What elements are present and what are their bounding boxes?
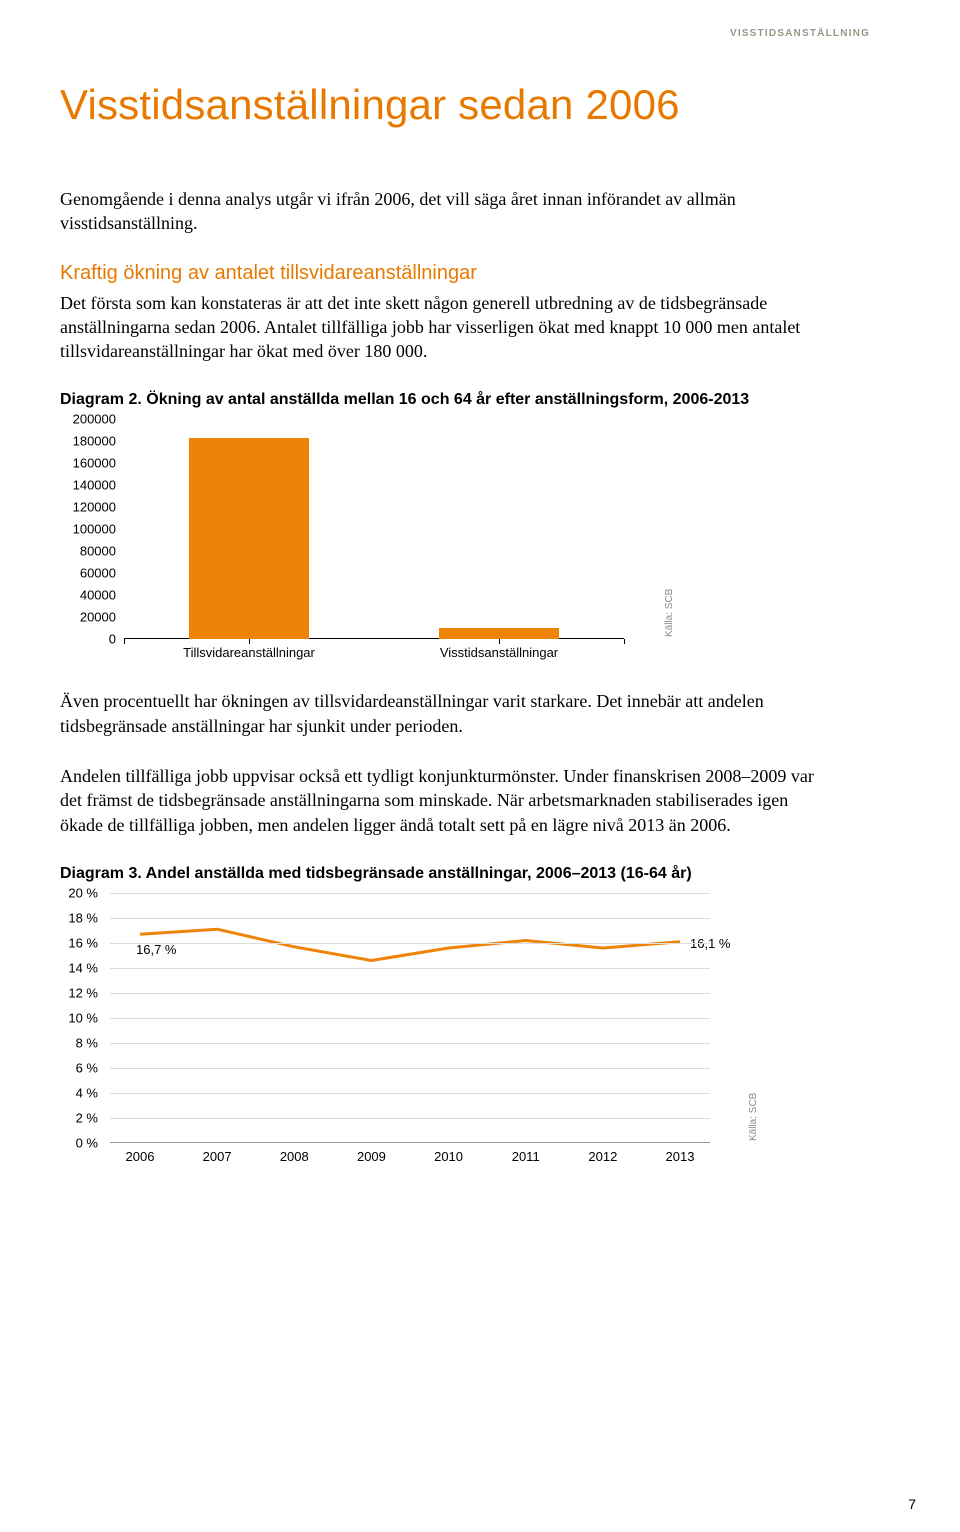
page-number: 7 [908, 1496, 916, 1512]
diagram3-xtick: 2007 [203, 1149, 232, 1164]
page-title: Visstidsanställningar sedan 2006 [60, 81, 870, 129]
diagram2-xtick: Tillsvidareanställningar [183, 645, 315, 660]
diagram3-annot-start: 16,7 % [136, 942, 176, 957]
diagram3-ytick: 6 % [76, 1060, 98, 1075]
diagram2-title: Diagram 2. Ökning av antal anställda mel… [60, 391, 870, 409]
diagram3-ytick: 18 % [68, 910, 98, 925]
diagram2-xtick: Visstidsanställningar [440, 645, 558, 660]
diagram3-plot: 16,7 % 16,1 % [110, 893, 710, 1143]
paragraph-1: Det första som kan konstateras är att de… [60, 291, 820, 364]
diagram3-xtick: 2010 [434, 1149, 463, 1164]
diagram3-ytick: 14 % [68, 960, 98, 975]
diagram3-xtick: 2011 [512, 1149, 540, 1164]
diagram2-bar [189, 438, 309, 639]
paragraph-2: Även procentuellt har ökningen av tillsv… [60, 689, 820, 738]
diagram2-bar [439, 628, 559, 639]
diagram2-ylabels: 2000001800001600001400001200001000008000… [60, 419, 120, 639]
diagram2-ytick: 0 [109, 632, 116, 647]
diagram2-ytick: 180000 [73, 434, 116, 449]
diagram2-plot [124, 419, 624, 639]
diagram3-chart: 20 %18 %16 %14 %12 %10 %8 %6 %4 %2 %0 % … [60, 893, 760, 1173]
diagram3-xtick: 2012 [588, 1149, 617, 1164]
diagram3-ytick: 0 % [76, 1135, 98, 1150]
diagram3-ytick: 8 % [76, 1035, 98, 1050]
diagram3-xtick: 2009 [357, 1149, 386, 1164]
diagram2-ytick: 100000 [73, 522, 116, 537]
diagram2-chart: 2000001800001600001400001200001000008000… [60, 419, 700, 669]
diagram2-ytick: 200000 [73, 412, 116, 427]
diagram3-ytick: 10 % [68, 1010, 98, 1025]
diagram3-ytick: 20 % [68, 885, 98, 900]
diagram3-title: Diagram 3. Andel anställda med tidsbegrä… [60, 865, 870, 883]
diagram3-ytick: 12 % [68, 985, 98, 1000]
diagram3-line [140, 929, 680, 960]
diagram2-ytick: 80000 [80, 544, 116, 559]
section-eyebrow: VISSTIDSANSTÄLLNING [60, 28, 870, 39]
subheading-1: Kraftig ökning av antalet tillsvidareans… [60, 262, 870, 285]
diagram3-ytick: 4 % [76, 1085, 98, 1100]
diagram3-xtick: 2008 [280, 1149, 309, 1164]
diagram3-xtick: 2013 [666, 1149, 695, 1164]
diagram3-ytick: 2 % [76, 1110, 98, 1125]
diagram3-source: Källa: SCB [748, 1093, 759, 1141]
diagram3-ytick: 16 % [68, 935, 98, 950]
diagram2-ytick: 40000 [80, 588, 116, 603]
diagram2-ytick: 60000 [80, 566, 116, 581]
diagram2-ytick: 20000 [80, 610, 116, 625]
diagram2-ytick: 140000 [73, 478, 116, 493]
diagram2-ytick: 120000 [73, 500, 116, 515]
intro-paragraph: Genomgående i denna analys utgår vi ifrå… [60, 187, 820, 236]
paragraph-3: Andelen tillfälliga jobb uppvisar också … [60, 764, 820, 837]
diagram3-ylabels: 20 %18 %16 %14 %12 %10 %8 %6 %4 %2 %0 % [60, 893, 104, 1143]
diagram3-xtick: 2006 [126, 1149, 155, 1164]
diagram2-source: Källa: SCB [664, 589, 675, 637]
diagram2-ytick: 160000 [73, 456, 116, 471]
